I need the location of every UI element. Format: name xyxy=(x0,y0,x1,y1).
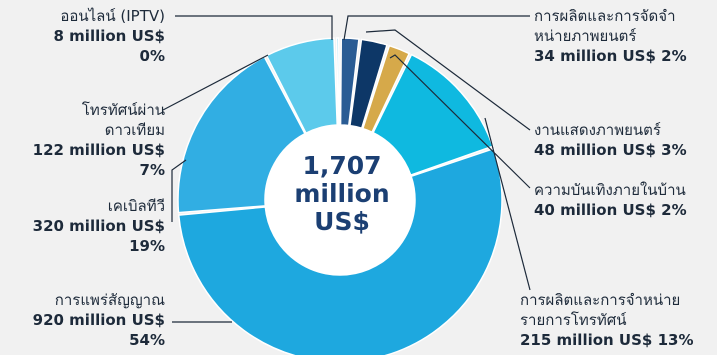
label-value: 920 million US$ xyxy=(32,311,165,329)
leader-cinema xyxy=(365,29,531,131)
label-cable: เคเบิลทีวี 320 million US$ 19% xyxy=(33,196,165,256)
label-name-line2: หน่ายภาพยนตร์ xyxy=(534,27,637,45)
leader-production xyxy=(343,15,530,41)
donut-hole xyxy=(265,125,415,275)
label-name: งานแสดงภาพยนตร์ xyxy=(534,121,661,139)
label-percent: 0% xyxy=(139,47,165,65)
label-tvprod: การผลิตและการจำหน่าย รายการโทรทัศน์ 215 … xyxy=(520,290,693,350)
leader-home xyxy=(389,54,531,189)
label-name: การผลิตและการจำหน่าย xyxy=(520,291,681,309)
label-value: 40 million US$ 2% xyxy=(534,201,687,219)
label-name: ความบันเทิงภายในบ้าน xyxy=(534,181,686,199)
label-name: การผลิตและการจัดจำ xyxy=(534,7,676,25)
label-name: เคเบิลทีวี xyxy=(107,197,165,215)
total-unit-line1: million xyxy=(294,179,390,208)
label-broadcast: การแพร่สัญญาณ 920 million US$ 54% xyxy=(33,290,165,350)
leader-iptv xyxy=(175,15,333,40)
label-name: การแพร่สัญญาณ xyxy=(54,291,165,309)
total-value: 1,707 xyxy=(302,151,382,180)
label-satellite: โทรทัศน์ผ่าน ดาวเทียม 122 million US$ 7% xyxy=(33,100,165,180)
label-production: การผลิตและการจัดจำ หน่ายภาพยนตร์ 34 mill… xyxy=(534,6,687,66)
label-percent: 7% xyxy=(139,161,165,179)
label-value: 320 million US$ xyxy=(32,217,165,235)
label-percent: 54% xyxy=(129,331,165,349)
slice-iptv xyxy=(335,37,341,126)
label-cinema: งานแสดงภาพยนตร์ 48 million US$ 3% xyxy=(534,120,687,160)
label-value: 48 million US$ 3% xyxy=(534,141,687,159)
label-iptv: ออนไลน์ (IPTV) 8 million US$ 0% xyxy=(54,6,165,66)
label-value: 34 million US$ 2% xyxy=(534,47,687,65)
label-home: ความบันเทิงภายในบ้าน 40 million US$ 2% xyxy=(534,180,687,220)
label-name-line2: รายการโทรทัศน์ xyxy=(520,311,627,329)
label-value: 8 million US$ xyxy=(53,27,165,45)
label-name-line2: ดาวเทียม xyxy=(104,121,165,139)
label-value: 122 million US$ xyxy=(32,141,165,159)
label-percent: 19% xyxy=(129,237,165,255)
total-unit-line2: US$ xyxy=(314,207,370,236)
leader-satellite xyxy=(162,54,269,111)
leader-tvprod xyxy=(484,117,531,291)
total-value-label: 1,707 million US$ xyxy=(262,152,422,236)
label-value: 215 million US$ 13% xyxy=(520,331,694,349)
label-name: ออนไลน์ (IPTV) xyxy=(60,7,165,25)
label-name: โทรทัศน์ผ่าน xyxy=(81,101,165,119)
leader-cable xyxy=(171,159,187,222)
